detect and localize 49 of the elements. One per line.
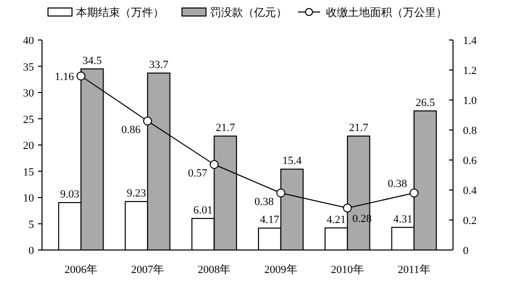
legend-label: 本期结束（万件） <box>76 6 164 19</box>
data-label: 4.21 <box>326 214 346 226</box>
data-label: 21.7 <box>348 122 369 134</box>
y2-tick-label: 0 <box>463 245 469 257</box>
y-tick-label: 40 <box>23 35 34 47</box>
x-tick-label: 2007年 <box>131 264 164 276</box>
data-label: 9.23 <box>126 188 147 200</box>
legend-label: 罚没款（亿元） <box>210 7 287 19</box>
y-tick-label: 35 <box>23 61 34 74</box>
point <box>342 204 352 212</box>
data-label: 15.4 <box>282 155 302 168</box>
y-tick-label: 0 <box>28 245 34 257</box>
data-label: 26.5 <box>416 96 436 109</box>
point <box>143 116 152 126</box>
data-label: 6.01 <box>193 204 213 216</box>
data-label: 0.38 <box>254 196 274 208</box>
y-tick-label: 5 <box>28 218 34 231</box>
y2-tick-label: 1.4 <box>463 35 478 47</box>
x-tick-label: 2006年 <box>64 264 98 276</box>
y-tick-label: 30 <box>23 88 34 100</box>
y2-tick-label: 1.0 <box>463 95 478 107</box>
data-label: 21.7 <box>216 122 236 134</box>
point <box>210 160 219 169</box>
y-tick-label: 15 <box>23 166 34 178</box>
data-label: 9.03 <box>60 188 80 201</box>
x-tick-label: 2009年 <box>264 264 298 276</box>
y-tick-label: 20 <box>23 140 34 152</box>
data-label: 1.16 <box>54 71 74 83</box>
data-label: 33.7 <box>149 59 169 72</box>
data-label: 34.5 <box>82 54 102 67</box>
data-label: 0.86 <box>121 124 142 136</box>
y-tick-label: 25 <box>23 114 34 126</box>
data-label: 0.38 <box>388 178 408 190</box>
point <box>76 72 86 80</box>
y2-tick-label: 0.2 <box>463 215 477 227</box>
legend-label: 收缴土地面积（万公里） <box>326 6 447 19</box>
y2-tick-label: 0.4 <box>463 185 478 197</box>
point <box>410 188 419 198</box>
x-tick-label: 2008年 <box>198 264 231 276</box>
data-label: 4.31 <box>393 213 412 226</box>
data-label: 4.17 <box>260 214 280 226</box>
data-label: 0.57 <box>188 168 208 180</box>
y2-tick-label: 1.2 <box>463 65 477 77</box>
x-tick-label: 2010年 <box>330 264 364 276</box>
y-tick-label: 10 <box>23 192 34 204</box>
point <box>276 188 286 198</box>
y2-tick-label: 0.8 <box>463 125 478 137</box>
y2-tick-label: 0.6 <box>463 155 478 167</box>
x-tick-label: 2011年 <box>398 264 430 276</box>
